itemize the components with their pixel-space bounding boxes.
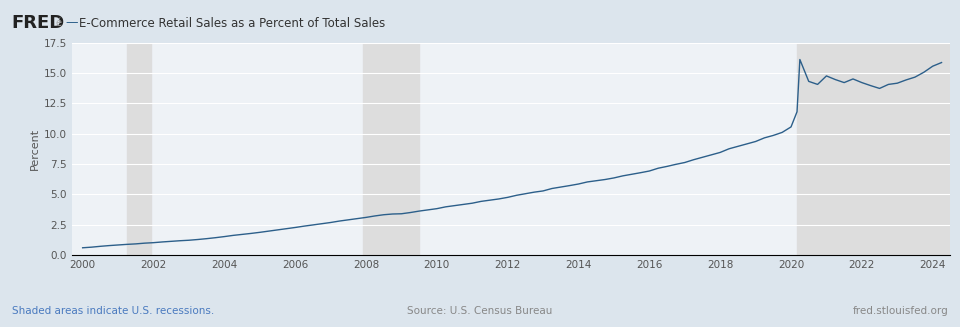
Text: E-Commerce Retail Sales as a Percent of Total Sales: E-Commerce Retail Sales as a Percent of … bbox=[79, 17, 385, 30]
Text: FRED: FRED bbox=[12, 14, 64, 32]
Text: é: é bbox=[56, 18, 61, 28]
Bar bbox=[797, 43, 950, 255]
Bar bbox=[127, 43, 151, 255]
Y-axis label: Percent: Percent bbox=[30, 128, 39, 170]
Text: Source: U.S. Census Bureau: Source: U.S. Census Bureau bbox=[407, 306, 553, 316]
Text: fred.stlouisfed.org: fred.stlouisfed.org bbox=[852, 306, 948, 316]
Text: Shaded areas indicate U.S. recessions.: Shaded areas indicate U.S. recessions. bbox=[12, 306, 214, 316]
Text: —: — bbox=[65, 16, 78, 28]
Bar bbox=[363, 43, 420, 255]
